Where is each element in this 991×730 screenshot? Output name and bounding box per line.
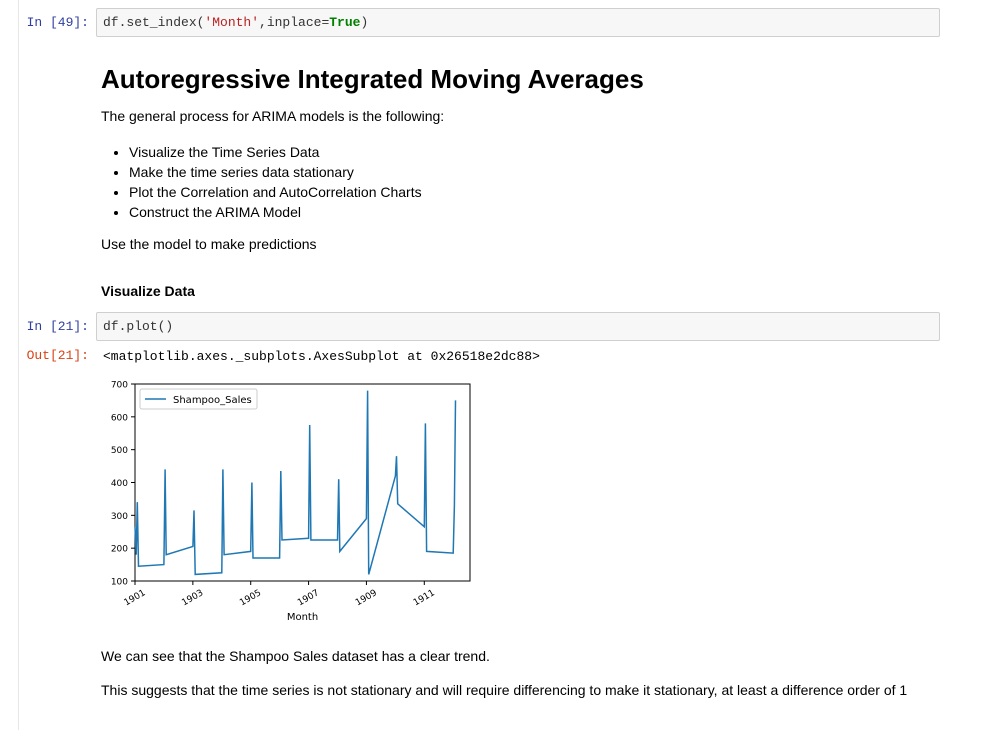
x-axis: 1901 1903 1905 1907 1909 1911 — [123, 581, 437, 608]
legend-entry: Shampoo_Sales — [173, 395, 252, 406]
markdown-subheading: Visualize Data — [101, 283, 195, 299]
code-keyword: True — [329, 15, 361, 30]
x-tick-label: 1905 — [238, 588, 263, 608]
list-item: Visualize the Time Series Data — [129, 142, 422, 162]
x-tick-label: 1901 — [123, 588, 148, 608]
legend-box — [139, 388, 258, 410]
list-item: Plot the Correlation and AutoCorrelation… — [129, 182, 422, 202]
x-tick-label: 1907 — [296, 588, 321, 608]
x-tick-label: 1911 — [412, 588, 437, 608]
y-tick-label: 700 — [111, 381, 128, 391]
x-tick-label: 1903 — [180, 588, 205, 608]
x-axis-label: Month — [287, 612, 318, 623]
y-tick-label: 100 — [111, 578, 128, 588]
code-cell-set-index[interactable]: df.set_index('Month',inplace=True) — [96, 8, 940, 37]
code-cell-plot[interactable]: df.plot() — [96, 312, 940, 341]
code-text: ) — [360, 15, 369, 30]
y-axis: 100 200 300 400 500 600 700 — [111, 381, 135, 588]
output-text: <matplotlib.axes._subplots.AxesSubplot a… — [103, 349, 540, 364]
code-text: df.plot() — [103, 319, 174, 334]
process-list: Visualize the Time Series Data Make the … — [101, 142, 422, 222]
y-tick-label: 500 — [111, 446, 128, 456]
code-text: df.set_index( — [103, 15, 205, 30]
notebook-gutter — [18, 0, 19, 730]
output-prompt: Out[21]: — [26, 348, 89, 363]
input-prompt: In [21]: — [26, 319, 89, 334]
code-text: ,inplace= — [259, 15, 330, 30]
input-prompt: In [49]: — [26, 15, 89, 30]
y-tick-label: 600 — [111, 413, 128, 423]
markdown-intro: The general process for ARIMA models is … — [101, 108, 445, 124]
list-item: Construct the ARIMA Model — [129, 202, 422, 222]
legend: Shampoo_Sales — [139, 388, 258, 410]
y-tick-label: 300 — [111, 512, 128, 522]
markdown-paragraph: We can see that the Shampoo Sales datase… — [101, 648, 490, 664]
y-tick-label: 200 — [111, 545, 128, 555]
x-tick-label: 1909 — [354, 588, 379, 608]
y-tick-label: 400 — [111, 479, 128, 489]
code-string: 'Month' — [204, 15, 260, 30]
markdown-paragraph: This suggests that the time series is no… — [101, 682, 908, 698]
plot-frame — [134, 383, 471, 582]
series-line-shampoo-sales — [134, 390, 457, 576]
markdown-paragraph: Use the model to make predictions — [101, 236, 317, 252]
list-item: Make the time series data stationary — [129, 162, 422, 182]
markdown-heading: Autoregressive Integrated Moving Average… — [101, 64, 644, 94]
